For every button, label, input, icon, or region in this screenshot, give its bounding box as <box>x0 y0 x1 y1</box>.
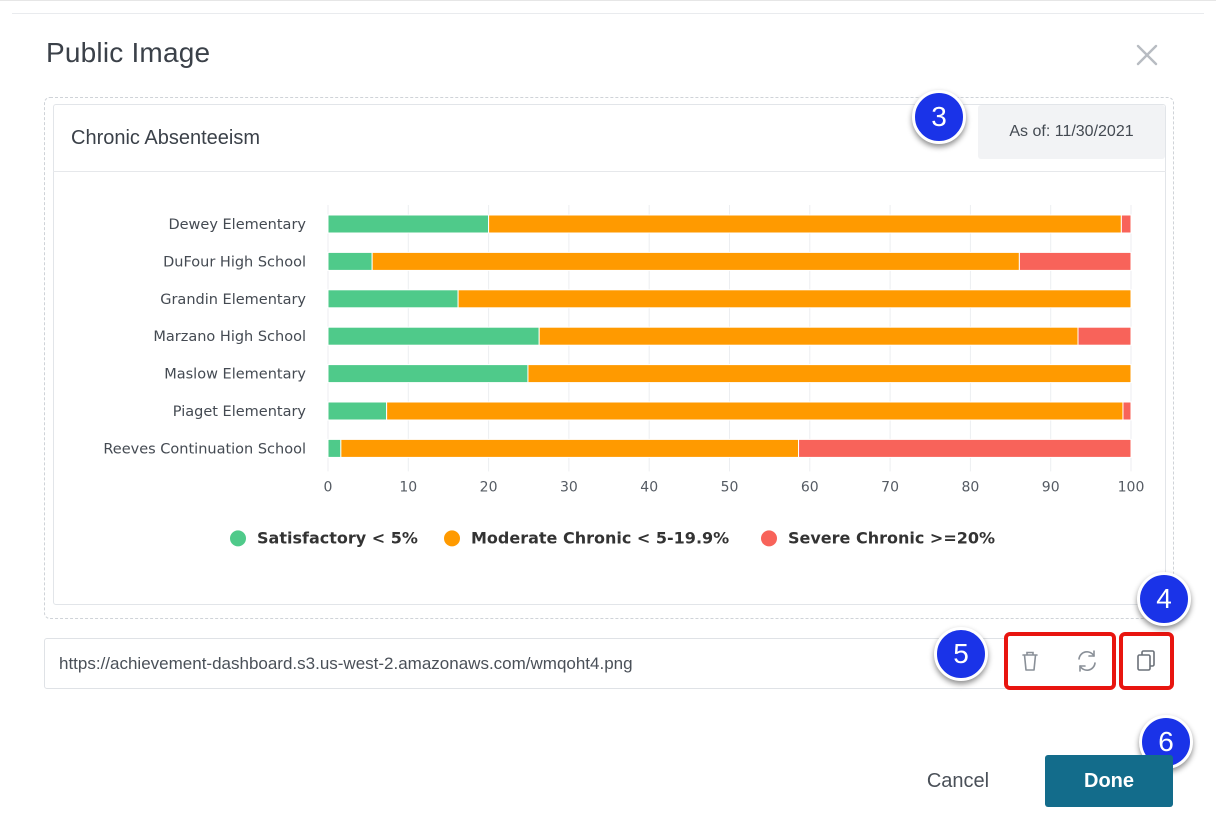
bar-segment <box>327 401 388 421</box>
bar-segment <box>798 438 1132 458</box>
legend-marker <box>230 530 246 547</box>
bar-segment <box>327 326 540 346</box>
modal-title: Public Image <box>46 37 211 68</box>
bar-segment <box>1018 251 1132 271</box>
x-tick-label: 50 <box>721 479 739 495</box>
copy-group <box>1119 632 1174 690</box>
x-tick-label: 10 <box>399 479 417 495</box>
bar-segment <box>371 251 1020 271</box>
bar-segment <box>327 364 529 384</box>
x-tick-label: 30 <box>560 479 578 495</box>
x-tick-label: 40 <box>640 479 658 495</box>
refresh-icon[interactable] <box>1072 646 1102 676</box>
cancel-button[interactable]: Cancel <box>926 769 990 792</box>
as-of-date: As of: 11/30/2021 <box>978 105 1165 159</box>
bar-segment <box>488 214 1122 234</box>
x-tick-label: 0 <box>324 479 333 495</box>
legend-label: Severe Chronic >=20% <box>788 528 995 547</box>
legend-marker <box>761 530 777 547</box>
legend-label: Satisfactory < 5% <box>257 528 418 547</box>
category-label: Reeves Continuation School <box>103 441 306 457</box>
bar-segment <box>1077 326 1132 346</box>
x-tick-label: 80 <box>961 479 979 495</box>
public-url-field[interactable]: https://achievement-dashboard.s3.us-west… <box>44 638 1044 689</box>
legend-marker <box>444 530 460 547</box>
card-title: Chronic Absenteeism <box>71 127 260 149</box>
bar-segment <box>327 214 490 234</box>
copy-icon[interactable] <box>1131 646 1161 676</box>
category-label: DuFour High School <box>163 254 306 270</box>
step-badge-5: 5 <box>934 627 988 681</box>
bar-segment <box>327 251 373 271</box>
category-label: Maslow Elementary <box>164 367 306 383</box>
bar-segment <box>340 438 800 458</box>
x-tick-label: 100 <box>1118 479 1145 495</box>
category-label: Dewey Elementary <box>168 217 306 233</box>
top-divider <box>12 13 1204 14</box>
bar-segment <box>1120 214 1132 234</box>
bar-segment <box>457 289 1132 309</box>
x-tick-label: 60 <box>801 479 819 495</box>
chronic-absenteeism-chart: 0 10 20 30 40 50 60 70 80 90 100 Dewey Elementary Du… <box>103 205 1145 547</box>
bar-segment <box>386 401 1124 421</box>
legend-label: Moderate Chronic < 5-19.9% <box>471 528 729 547</box>
x-tick-label: 70 <box>881 479 899 495</box>
card-header-divider <box>53 171 1166 172</box>
trash-icon[interactable] <box>1015 646 1045 676</box>
step-badge-3: 3 <box>912 90 966 144</box>
x-tick-label: 90 <box>1042 479 1060 495</box>
category-label: Marzano High School <box>153 329 306 345</box>
bar-segment <box>327 438 342 458</box>
category-label: Grandin Elementary <box>160 292 306 308</box>
bar-segment <box>1122 401 1132 421</box>
x-tick-label: 20 <box>480 479 498 495</box>
category-label: Piaget Elementary <box>173 404 307 420</box>
close-icon[interactable] <box>1133 41 1161 69</box>
bar-segment <box>527 364 1132 384</box>
done-button[interactable]: Done <box>1045 755 1173 807</box>
chart-card <box>53 104 1166 605</box>
bar-segment <box>327 289 459 309</box>
bar-segment <box>538 326 1079 346</box>
step-badge-4: 4 <box>1137 572 1191 626</box>
image-preview-frame <box>44 97 1174 619</box>
delete-refresh-group <box>1004 632 1116 690</box>
